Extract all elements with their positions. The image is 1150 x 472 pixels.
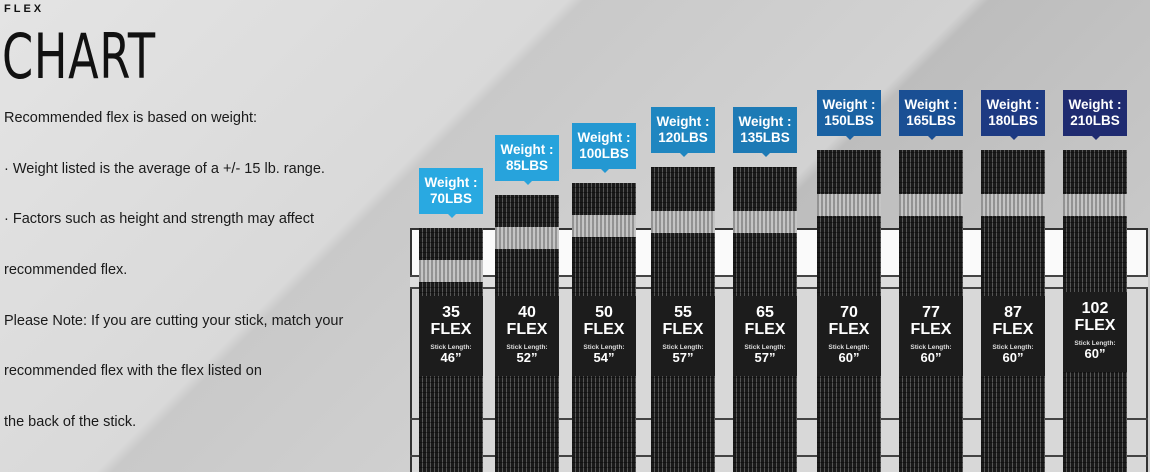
weight-prefix: Weight :	[1068, 97, 1122, 113]
note-text-cont: recommended flex with the flex listed on	[4, 363, 262, 379]
flex-value: 87	[1004, 304, 1022, 321]
stick-stripe	[419, 260, 483, 282]
stick-stripe	[495, 226, 559, 249]
weight-label: Weight : 85LBS	[495, 134, 559, 185]
weight-value: 100LBS	[579, 146, 629, 162]
flex-value: 77	[922, 304, 940, 321]
flex-panel: 50 FLEX Stick Length: 54”	[572, 296, 636, 376]
stick-length-label: Stick Length:	[910, 344, 952, 351]
weight-label: Weight : 150LBS	[817, 90, 881, 141]
stick-stripe	[572, 215, 636, 238]
note-text: Please Note: If you are cutting your sti…	[4, 313, 344, 329]
weight-value: 150LBS	[824, 113, 874, 129]
weight-prefix: Weight :	[986, 97, 1040, 113]
flex-column: Weight : 120LBS 55 FLEX Stick Length: 57…	[651, 0, 715, 472]
flex-panel: 70 FLEX Stick Length: 60”	[817, 296, 881, 376]
flex-word: FLEX	[744, 321, 786, 338]
flex-column: Weight : 100LBS 50 FLEX Stick Length: 54…	[572, 0, 636, 472]
flex-panel: 40 FLEX Stick Length: 52”	[495, 296, 559, 376]
bullet-weight-range: · Weight listed is the average of a +/- …	[4, 161, 325, 177]
flex-panel: 87 FLEX Stick Length: 60”	[981, 296, 1045, 376]
stick-length-value: 57”	[672, 350, 694, 365]
flex-column: Weight : 85LBS 40 FLEX Stick Length: 52”	[495, 0, 559, 472]
stick-length-value: 60”	[1084, 346, 1106, 361]
weight-label: Weight : 70LBS	[419, 168, 483, 218]
weight-prefix: Weight :	[424, 175, 478, 190]
flex-word: FLEX	[583, 321, 625, 338]
weight-label: Weight : 210LBS	[1063, 90, 1127, 141]
weight-value: 70LBS	[429, 191, 473, 206]
stick-length-label: Stick Length:	[992, 344, 1034, 351]
stick-length-label: Stick Length:	[506, 344, 548, 351]
weight-label: Weight : 165LBS	[899, 90, 963, 141]
stick-length-value: 57”	[754, 350, 776, 365]
stick-length-label: Stick Length:	[828, 344, 870, 351]
section-kicker: FLEX	[4, 3, 45, 15]
stick-length-label: Stick Length:	[430, 344, 472, 351]
bullet-factors-cont: recommended flex.	[4, 262, 128, 278]
weight-label: Weight : 100LBS	[572, 123, 636, 174]
weight-value: 120LBS	[658, 129, 708, 145]
note-text-end: the back of the stick.	[4, 414, 137, 430]
flex-column: Weight : 180LBS 87 FLEX Stick Length: 60…	[981, 0, 1045, 472]
bullet-factors: · Factors such as height and strength ma…	[4, 211, 315, 227]
stick-stripe	[1063, 194, 1127, 217]
flex-value: 50	[595, 304, 613, 321]
flex-value: 65	[756, 304, 774, 321]
weight-value: 165LBS	[906, 113, 956, 129]
flex-panel: 35 FLEX Stick Length: 46”	[419, 296, 483, 376]
stick-stripe	[899, 194, 963, 217]
weight-value: 135LBS	[740, 129, 790, 145]
stick-length-value: 46”	[440, 350, 462, 365]
weight-label: Weight : 180LBS	[981, 90, 1045, 141]
flex-panel: 102 FLEX Stick Length: 60”	[1063, 292, 1127, 372]
stick-length-label: Stick Length:	[1074, 340, 1116, 347]
weight-value: 180LBS	[988, 113, 1038, 129]
stick-stripe	[817, 194, 881, 217]
intro-text: Recommended flex is based on weight:	[4, 110, 258, 126]
weight-prefix: Weight :	[822, 97, 876, 113]
flex-column: Weight : 150LBS 70 FLEX Stick Length: 60…	[817, 0, 881, 472]
weight-value: 85LBS	[505, 157, 549, 173]
flex-value: 35	[442, 304, 460, 321]
stick-length-label: Stick Length:	[583, 344, 625, 351]
stick-stripe	[733, 210, 797, 233]
stick-length-value: 60”	[920, 350, 942, 365]
flex-word: FLEX	[992, 321, 1034, 338]
flex-word: FLEX	[662, 321, 704, 338]
flex-value: 102	[1081, 300, 1109, 317]
flex-value: 70	[840, 304, 858, 321]
weight-label: Weight : 120LBS	[651, 106, 715, 157]
flex-word: FLEX	[828, 321, 870, 338]
stick-length-value: 54”	[593, 350, 615, 365]
flex-word: FLEX	[910, 321, 952, 338]
stick-length-value: 52”	[516, 350, 538, 365]
stick-length-label: Stick Length:	[662, 344, 704, 351]
stick-stripe	[651, 210, 715, 233]
weight-prefix: Weight :	[577, 130, 631, 146]
weight-value: 210LBS	[1070, 113, 1120, 129]
flex-value: 40	[518, 304, 536, 321]
flex-value: 55	[674, 304, 692, 321]
flex-column: Weight : 165LBS 77 FLEX Stick Length: 60…	[899, 0, 963, 472]
flex-word: FLEX	[1074, 317, 1116, 334]
flex-column: Weight : 70LBS 35 FLEX Stick Length: 46”	[419, 0, 483, 472]
weight-prefix: Weight :	[738, 113, 792, 129]
flex-panel: 65 FLEX Stick Length: 57”	[733, 296, 797, 376]
stick-length-value: 60”	[838, 350, 860, 365]
flex-word: FLEX	[506, 321, 548, 338]
flex-column: Weight : 135LBS 65 FLEX Stick Length: 57…	[733, 0, 797, 472]
weight-prefix: Weight :	[656, 113, 710, 129]
weight-label: Weight : 135LBS	[733, 106, 797, 157]
stick-length-value: 60”	[1002, 350, 1024, 365]
stick-stripe	[981, 194, 1045, 217]
flex-panel: 77 FLEX Stick Length: 60”	[899, 296, 963, 376]
page-title: CHART	[2, 20, 156, 93]
weight-prefix: Weight :	[904, 97, 958, 113]
flex-panel: 55 FLEX Stick Length: 57”	[651, 296, 715, 376]
stick-length-label: Stick Length:	[744, 344, 786, 351]
flex-column: Weight : 210LBS 102 FLEX Stick Length: 6…	[1063, 0, 1127, 472]
weight-prefix: Weight :	[500, 141, 554, 157]
flex-word: FLEX	[430, 321, 472, 338]
